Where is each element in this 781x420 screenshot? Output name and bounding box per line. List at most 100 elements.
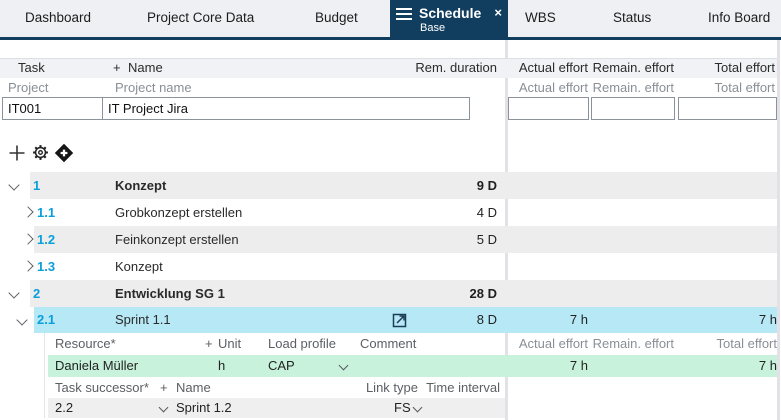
actual-effort-value: 7 h bbox=[569, 358, 588, 373]
tab-budget[interactable]: Budget bbox=[315, 10, 358, 25]
col-total-effort: Total effort bbox=[714, 60, 775, 75]
tab-schedule-label: Schedule bbox=[419, 5, 482, 21]
resource-header-row: Resource* + Unit Load profile Comment Ac… bbox=[0, 333, 781, 355]
add-resource-icon[interactable]: + bbox=[205, 336, 213, 351]
task-row[interactable]: 1.2 Feinkonzept erstellen 5 D bbox=[0, 226, 781, 253]
row-band bbox=[34, 226, 777, 253]
col-remain-effort: Remain. effort bbox=[592, 336, 674, 351]
successor-number-select[interactable]: 2.2 bbox=[55, 400, 74, 415]
project-name-label: Project name bbox=[115, 80, 192, 95]
diamond-plus-icon bbox=[54, 143, 74, 163]
tab-project-core-data[interactable]: Project Core Data bbox=[147, 10, 255, 25]
chevron-right-icon[interactable] bbox=[22, 260, 34, 272]
total-effort-value: 7 h bbox=[758, 358, 777, 373]
chevron-down-icon[interactable] bbox=[16, 314, 28, 326]
chevron-down-icon[interactable] bbox=[8, 179, 20, 191]
task-row[interactable]: 2 Entwicklung SG 1 28 D bbox=[0, 280, 781, 307]
row-band bbox=[48, 398, 505, 418]
add-name-icon[interactable]: + bbox=[113, 60, 121, 75]
open-module-button[interactable] bbox=[391, 311, 409, 329]
successor-name: Sprint 1.2 bbox=[176, 400, 232, 415]
col-unit: Unit bbox=[218, 336, 242, 351]
resource-name: Daniela Müller bbox=[55, 358, 139, 373]
chevron-right-icon[interactable] bbox=[22, 233, 34, 245]
task-name: Entwicklung SG 1 bbox=[115, 286, 225, 301]
task-number: 1.3 bbox=[37, 259, 56, 274]
task-number: 1 bbox=[33, 178, 41, 193]
project-name-input[interactable] bbox=[102, 97, 470, 120]
task-name: Konzept bbox=[115, 259, 163, 274]
actual-effort-input[interactable] bbox=[508, 97, 589, 120]
task-number: 2.1 bbox=[37, 312, 56, 327]
add-successor-icon[interactable]: + bbox=[160, 380, 168, 395]
col-name: Name bbox=[128, 60, 163, 75]
task-name: Konzept bbox=[115, 178, 167, 193]
task-number: 2 bbox=[33, 286, 41, 301]
resource-row[interactable]: Daniela Müller h CAP 7 h 7 h bbox=[0, 355, 781, 377]
tab-info-board[interactable]: Info Board bbox=[708, 10, 771, 25]
col-total-effort: Total effort bbox=[716, 336, 777, 351]
total-effort-value: 7 h bbox=[758, 312, 777, 327]
project-id-input[interactable] bbox=[2, 97, 103, 120]
row-band bbox=[30, 280, 777, 307]
gear-icon bbox=[33, 145, 48, 160]
successor-row[interactable]: 2.2 Sprint 1.2 FS bbox=[0, 398, 781, 418]
row-band bbox=[30, 172, 777, 199]
menu-icon[interactable] bbox=[396, 8, 412, 20]
col-comment: Comment bbox=[360, 336, 417, 351]
rem-duration-value: 9 D bbox=[476, 178, 497, 193]
resource-header-label: Resource* bbox=[55, 336, 116, 351]
total-effort-input[interactable] bbox=[678, 97, 777, 120]
task-name: Grobkonzept erstellen bbox=[115, 205, 243, 220]
tab-wbs[interactable]: WBS bbox=[525, 10, 556, 25]
actual-effort-value: 7 h bbox=[569, 312, 588, 327]
col-link-type: Link type bbox=[365, 380, 418, 395]
col-name: Name bbox=[176, 380, 211, 395]
tab-dashboard[interactable]: Dashboard bbox=[25, 10, 92, 25]
col-actual-effort: Actual effort bbox=[518, 60, 588, 75]
col-task: Task bbox=[18, 60, 45, 75]
col-time-interval: Time interval bbox=[426, 380, 500, 395]
project-total-effort-label: Total effort bbox=[714, 80, 775, 95]
load-profile-select[interactable]: CAP bbox=[268, 358, 295, 373]
column-header-row bbox=[0, 58, 777, 78]
plus-icon bbox=[9, 145, 25, 161]
rem-duration-value: 4 D bbox=[476, 205, 497, 220]
successor-header-label: Task successor* bbox=[55, 380, 149, 395]
rem-duration-value: 8 D bbox=[476, 312, 497, 327]
col-load-profile: Load profile bbox=[268, 336, 336, 351]
detail-grid-line bbox=[44, 333, 45, 418]
remain-effort-input[interactable] bbox=[591, 97, 675, 120]
task-name: Sprint 1.1 bbox=[115, 312, 171, 327]
task-row[interactable]: 1 Konzept 9 D bbox=[0, 172, 781, 199]
project-actual-effort-label: Actual effort bbox=[518, 80, 588, 95]
task-row[interactable]: 1.1 Grobkonzept erstellen 4 D bbox=[0, 199, 781, 226]
chevron-right-icon[interactable] bbox=[22, 206, 34, 218]
right-edge-splitter[interactable] bbox=[777, 40, 780, 420]
link-type-select[interactable]: FS bbox=[394, 400, 411, 415]
settings-button[interactable] bbox=[31, 143, 50, 165]
task-row[interactable]: 1.3 Konzept bbox=[0, 253, 781, 280]
unit-value: h bbox=[218, 358, 226, 373]
col-actual-effort: Actual effort bbox=[518, 336, 588, 351]
rem-duration-value: 5 D bbox=[476, 232, 497, 247]
col-rem-duration: Rem. duration bbox=[415, 60, 497, 75]
tab-schedule[interactable]: Schedule × Base bbox=[390, 0, 508, 40]
successor-header-row: Task successor* + Name Link type Time in… bbox=[0, 377, 781, 398]
tab-schedule-sublabel: Base bbox=[420, 22, 446, 34]
tab-status[interactable]: Status bbox=[613, 10, 652, 25]
task-number: 1.2 bbox=[37, 232, 56, 247]
row-band bbox=[48, 355, 777, 377]
task-row-selected[interactable]: 2.1 Sprint 1.1 8 D 7 h 7 h bbox=[0, 307, 781, 333]
rem-duration-value: 28 D bbox=[469, 286, 497, 301]
close-icon[interactable]: × bbox=[494, 5, 502, 20]
tab-bar: Dashboard Project Core Data Budget Sched… bbox=[0, 0, 781, 40]
add-module-button[interactable] bbox=[54, 143, 74, 166]
external-link-icon bbox=[392, 313, 407, 328]
task-number: 1.1 bbox=[37, 205, 56, 220]
col-remain-effort: Remain. effort bbox=[592, 60, 674, 75]
chevron-down-icon[interactable] bbox=[8, 287, 20, 299]
project-task-label: Project bbox=[8, 80, 49, 95]
add-row-button[interactable] bbox=[8, 144, 26, 165]
